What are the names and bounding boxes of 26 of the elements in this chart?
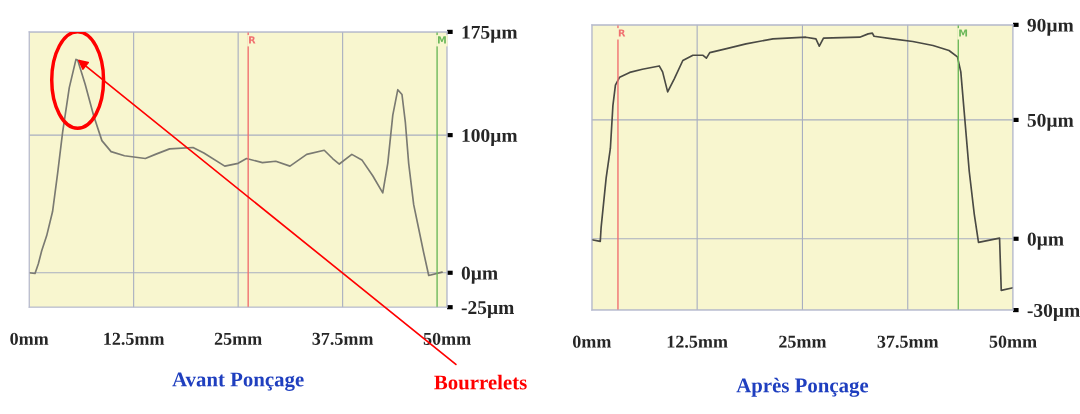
ref-line-label: M (437, 36, 446, 44)
y-tick-label: 0µm (461, 266, 498, 284)
x-tick-label: 12.5mm (104, 332, 165, 345)
y-tick-label: 175µm (462, 25, 518, 43)
annotation: Bourrelets (434, 374, 527, 390)
y-tick-label: -25µm (461, 301, 514, 319)
y-tick-label: -30µm (1027, 303, 1080, 321)
line-series (29, 58, 443, 277)
x-tick-label: 12.5mm (667, 335, 728, 348)
x-tick-label: 0mm (572, 335, 612, 348)
x-tick-label: 37.5mm (312, 332, 374, 345)
text: Après Ponçage (736, 377, 869, 397)
y-tick-label: 50µm (1027, 113, 1074, 131)
ref-line-label: R (249, 36, 256, 44)
x-tick-label: 50mm (989, 335, 1037, 348)
ref-line-label: R (618, 29, 626, 37)
x-tick-label: 37.5mm (877, 335, 939, 348)
x-tick-label: 50mm (423, 332, 471, 345)
x-tick-label: 0mm (10, 332, 49, 345)
y-tick-label: 100µm (462, 128, 518, 147)
text: Avant Ponçage (172, 372, 304, 391)
x-tick-label: 25mm (214, 332, 262, 345)
y-tick-label: 90µm (1027, 18, 1074, 36)
ref-line-label: M (959, 29, 968, 37)
x-tick-label: 25mm (779, 335, 827, 348)
y-tick-label: 0µm (1027, 232, 1064, 250)
